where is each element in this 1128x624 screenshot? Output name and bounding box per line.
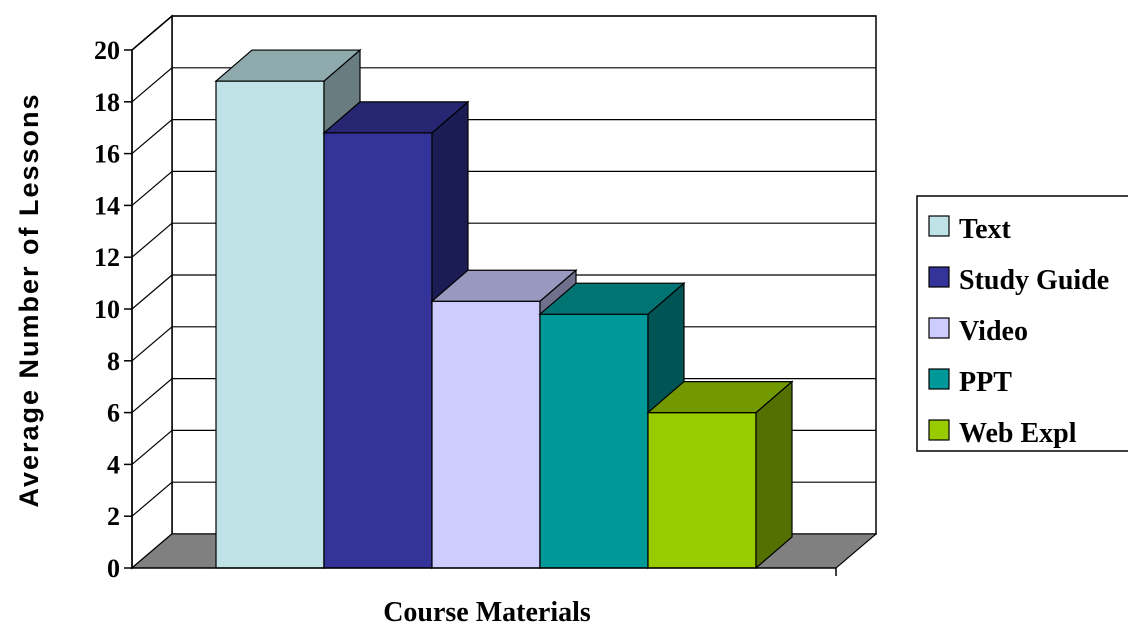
y-axis-ticks: 0 2 4 6 8 10 12 14 16 18 20 [94,36,877,583]
bar-top [430,269,578,302]
gridline-side [131,222,173,258]
legend-label: Text [959,214,1012,245]
bar-web-expl [646,380,794,570]
gridline-side [131,119,173,155]
bar-top [646,381,794,414]
legend-swatch [928,266,950,288]
y-tick-label: 12 [94,243,120,272]
y-axis-label: Average Number of Lessons [14,92,44,507]
bar-side [755,380,793,570]
gridline-side [131,67,173,103]
gridline-side [131,378,173,414]
gridline-side [131,274,173,310]
gridline-side [131,326,173,362]
gridline-side [131,481,173,517]
legend: Text Study Guide Video PPT Web Expl [916,195,1128,452]
legend-label: Video [959,316,1028,347]
bar-top [322,101,470,134]
gridline-side [131,170,173,206]
bar-front [539,313,649,569]
y-tick-label: 0 [107,554,120,583]
bar-top [538,282,686,315]
y-tick-label: 18 [94,88,120,117]
bar-front [647,412,757,569]
y-tick-label: 6 [107,399,120,428]
x-axis-label: Course Materials [383,597,591,624]
y-tick-label: 8 [107,347,120,376]
legend-label: PPT [959,367,1012,398]
y-tick-label: 2 [107,502,120,531]
bars [214,48,794,570]
legend-label: Web Expl [959,418,1077,449]
legend-swatch [928,215,950,237]
y-tick-label: 10 [94,295,120,324]
legend-label: Study Guide [959,265,1109,296]
bar-front [323,132,433,569]
y-tick-label: 4 [107,450,120,479]
legend-swatch [928,419,950,441]
gridline-side [131,429,173,465]
bar-front [215,80,325,569]
legend-swatch [928,368,950,390]
bar-front [431,300,541,569]
floor-edge [835,533,877,569]
y-tick-label: 14 [94,191,120,220]
y-tick-label: 20 [94,36,120,65]
y-tick-label: 16 [94,140,120,169]
legend-swatch [928,317,950,339]
bar-top [214,49,362,82]
gridline-side [131,15,173,51]
legend-box [916,195,1128,452]
